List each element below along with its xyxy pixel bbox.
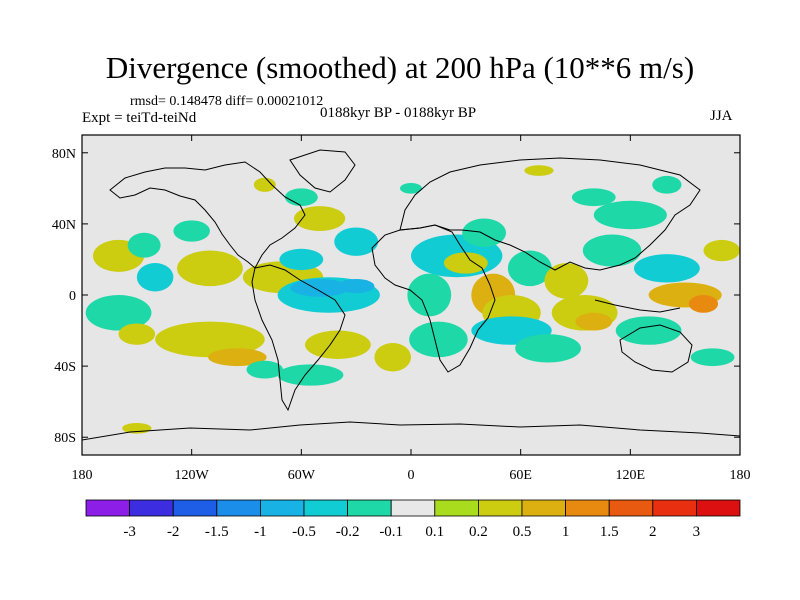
field-region-1 xyxy=(136,263,174,292)
field-region-38 xyxy=(633,254,700,283)
coast-south-america xyxy=(251,264,346,412)
field-region-40 xyxy=(688,295,719,313)
x-tick-label: 60E xyxy=(509,468,532,483)
colorbar-box xyxy=(216,499,261,517)
x-tick-label: 60W xyxy=(288,468,316,483)
colorbar-label: -2 xyxy=(167,524,180,540)
field-region-41 xyxy=(615,316,682,345)
colorbar-box xyxy=(521,499,566,517)
field-region-45 xyxy=(652,175,682,194)
field-region-18 xyxy=(304,330,371,359)
coastlines xyxy=(82,149,740,441)
x-tick-label: 120E xyxy=(616,468,646,483)
colorbar-box xyxy=(347,499,392,517)
coast-indonesia xyxy=(594,299,681,313)
field-region-21 xyxy=(374,343,411,372)
chart-title: Divergence (smoothed) at 200 hPa (10**6 … xyxy=(105,50,695,85)
colorbar-box xyxy=(434,499,479,517)
season-label: JJA xyxy=(710,108,733,124)
field-region-25 xyxy=(407,273,452,317)
coast-antarctica xyxy=(82,421,740,441)
field-region-17 xyxy=(208,348,267,367)
colorbar-box xyxy=(129,499,174,517)
colorbar-label: 0.5 xyxy=(513,524,532,540)
field-region-13 xyxy=(337,279,375,294)
y-tick-label: 80S xyxy=(54,431,76,446)
colorbar: -3 -2 -1.5 -1 -0.5 -0.2 -0.1 0.1 0.2 0.5 1 1.5 2 3 xyxy=(85,499,741,540)
colorbar-label: 0.1 xyxy=(425,524,444,540)
field-region-31 xyxy=(507,250,552,287)
field-region-35 xyxy=(515,334,581,363)
field-region-34 xyxy=(575,312,613,331)
field-region-42 xyxy=(703,239,740,262)
field-region-32 xyxy=(544,263,589,299)
field-regions xyxy=(85,165,740,434)
colorbar-box xyxy=(652,499,697,517)
field-region-43 xyxy=(690,348,735,367)
colorbar-label: 2 xyxy=(649,524,657,540)
colorbar-box xyxy=(390,499,436,517)
field-region-7 xyxy=(294,206,346,231)
coast-eurasia xyxy=(399,157,701,271)
field-region-4 xyxy=(173,220,210,242)
field-region-26 xyxy=(409,321,468,358)
field-region-12 xyxy=(290,279,349,297)
field-region-24 xyxy=(443,252,488,274)
field-region-3 xyxy=(177,250,243,287)
y-axis: 80N 40N 0 40S 80S xyxy=(52,147,740,446)
colorbar-box xyxy=(172,499,218,517)
colorbar-box xyxy=(565,499,610,517)
colorbar-box xyxy=(696,499,741,517)
coast-north-america xyxy=(109,161,306,269)
field-region-9 xyxy=(253,177,276,192)
experiment-label: Expt = teiTd-teiNd xyxy=(82,110,197,126)
colorbar-label: -0.2 xyxy=(336,524,360,540)
colorbar-box xyxy=(477,499,523,517)
field-region-27 xyxy=(462,218,507,247)
colorbar-label: 1 xyxy=(562,524,570,540)
colorbar-label: -0.1 xyxy=(379,524,403,540)
coast-greenland xyxy=(289,149,356,193)
field-region-8 xyxy=(284,188,318,207)
x-tick-label: 180 xyxy=(72,468,93,483)
field-region-19 xyxy=(277,364,344,386)
x-tick-label: 0 xyxy=(408,468,415,483)
colorbar-label: 1.5 xyxy=(600,524,619,540)
field-region-46 xyxy=(524,165,554,176)
field-region-37 xyxy=(593,200,667,230)
field-region-20 xyxy=(246,360,284,379)
coast-australia xyxy=(619,324,693,373)
colorbar-label: -1 xyxy=(254,524,267,540)
field-region-15 xyxy=(118,323,156,345)
y-tick-label: 80N xyxy=(52,147,76,162)
y-tick-label: 40N xyxy=(52,218,76,233)
colorbar-box xyxy=(608,499,654,517)
field-region-14 xyxy=(85,295,152,331)
field-region-36 xyxy=(582,234,642,267)
y-tick-label: 40S xyxy=(54,360,76,375)
y-tick-label: 0 xyxy=(69,289,76,304)
colorbar-label: -3 xyxy=(123,524,136,540)
colorbar-box xyxy=(303,499,348,517)
colorbar-label: 0.2 xyxy=(469,524,488,540)
colorbar-label: -0.5 xyxy=(292,524,316,540)
x-axis: 180 120W 60W 0 60E 120E 180 xyxy=(72,135,751,483)
x-tick-label: 180 xyxy=(730,468,751,483)
field-region-6 xyxy=(279,248,324,271)
colorbar-label: 3 xyxy=(693,524,701,540)
field-region-2 xyxy=(127,232,161,258)
x-tick-label: 120W xyxy=(175,468,210,483)
field-region-47 xyxy=(400,183,422,194)
rmsd-diff-label: rmsd= 0.148478 diff= 0.00021012 xyxy=(130,94,324,109)
colorbar-label: -1.5 xyxy=(205,524,229,540)
field-region-10 xyxy=(334,227,379,256)
colorbar-box xyxy=(259,499,305,517)
period-label: 0188kyr BP - 0188kyr BP xyxy=(320,105,477,121)
colorbar-box xyxy=(85,499,130,517)
field-region-44 xyxy=(571,188,616,207)
